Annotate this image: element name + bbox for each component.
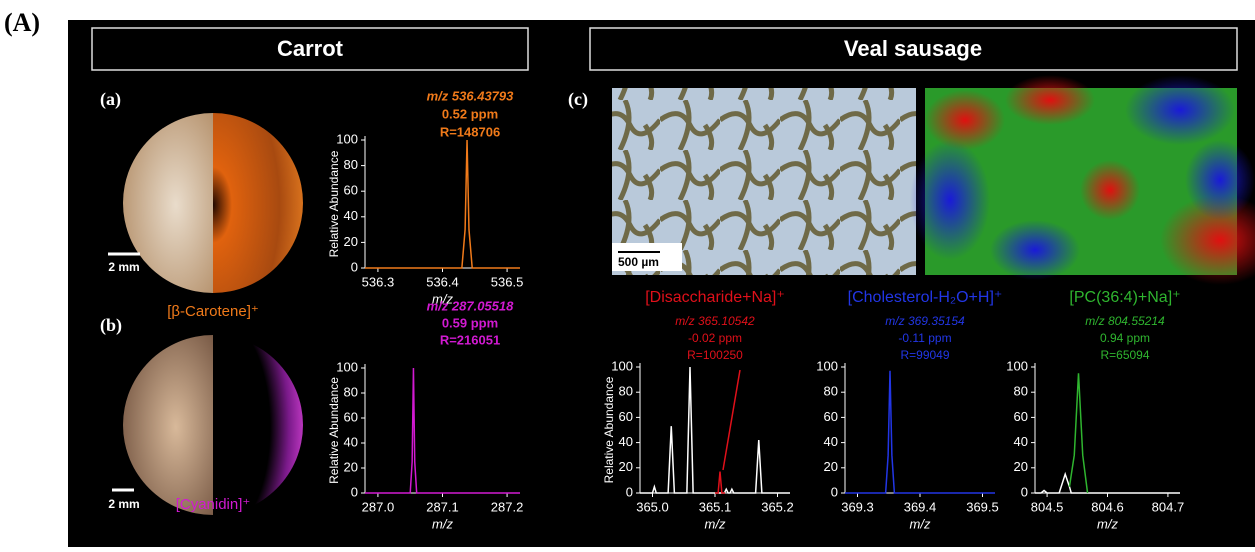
image-label: [Cyanidin]⁺: [176, 496, 251, 513]
y-tick-label: 60: [1014, 409, 1028, 424]
y-tick-label: 60: [344, 183, 358, 198]
x-tick-label: 365.1: [699, 499, 732, 514]
annotation: 0.59 ppm: [442, 315, 498, 330]
annotation: R=148706: [440, 124, 500, 139]
x-axis-label: m/z: [1097, 516, 1118, 531]
annotation: m/z 365.10542: [675, 314, 755, 328]
panel-title: Veal sausage: [844, 36, 982, 61]
y-tick-label: 80: [344, 157, 358, 172]
y-tick-label: 40: [344, 434, 358, 449]
annotation: R=216051: [440, 332, 500, 347]
x-tick-label: 536.5: [491, 274, 524, 289]
x-tick-label: 365.2: [761, 499, 794, 514]
annotation: m/z 369.35154: [885, 314, 965, 328]
x-tick-label: 804.7: [1152, 499, 1185, 514]
x-tick-label: 287.0: [362, 499, 395, 514]
y-tick-label: 100: [816, 358, 838, 373]
x-tick-label: 287.1: [426, 499, 459, 514]
x-tick-label: 369.4: [904, 499, 937, 514]
y-tick-label: 20: [619, 459, 633, 474]
annotation: m/z 804.55214: [1085, 314, 1165, 328]
y-tick-label: 20: [824, 459, 838, 474]
x-tick-label: 365.0: [636, 499, 669, 514]
annotation: R=100250: [687, 348, 743, 362]
annotation: m/z 287.05518: [427, 298, 515, 313]
y-tick-label: 100: [336, 131, 358, 146]
figure-label: (A): [4, 8, 40, 37]
x-axis-label: m/z: [705, 516, 726, 531]
annotation: R=99049: [900, 348, 949, 362]
image-label: [β-Carotene]⁺: [167, 303, 259, 320]
y-tick-label: 100: [336, 359, 358, 374]
y-tick-label: 100: [1006, 358, 1028, 373]
y-tick-label: 20: [344, 459, 358, 474]
subpanel-label: (b): [100, 315, 122, 336]
chart-title: [PC(36:4)+Na]⁺: [1069, 289, 1180, 306]
x-axis-label: m/z: [432, 516, 453, 531]
y-axis-label: Relative Abundance: [602, 376, 616, 483]
y-tick-label: 0: [1021, 484, 1028, 499]
y-tick-label: 0: [626, 484, 633, 499]
x-tick-label: 369.5: [966, 499, 999, 514]
page: {"figure_label":"(A)", "panels":[{"title…: [0, 0, 1255, 552]
y-tick-label: 40: [344, 208, 358, 223]
y-tick-label: 0: [831, 484, 838, 499]
x-tick-label: 287.2: [491, 499, 524, 514]
y-tick-label: 80: [619, 384, 633, 399]
figure: (A) Carrot Veal sausage (a) (b) (c) 2 mm…: [0, 0, 1255, 547]
annotation: -0.02 ppm: [688, 331, 742, 345]
x-tick-label: 804.6: [1091, 499, 1124, 514]
y-tick-label: 0: [351, 484, 358, 499]
y-tick-label: 80: [1014, 384, 1028, 399]
scale-label: 2 mm: [108, 497, 139, 511]
y-tick-label: 60: [344, 409, 358, 424]
annotation: -0.11 ppm: [898, 331, 951, 345]
y-tick-label: 40: [1014, 434, 1028, 449]
y-tick-label: 60: [619, 409, 633, 424]
y-tick-label: 40: [824, 434, 838, 449]
panel-title: Carrot: [277, 36, 344, 61]
y-tick-label: 100: [611, 358, 633, 373]
y-tick-label: 40: [619, 434, 633, 449]
x-tick-label: 369.3: [841, 499, 874, 514]
x-tick-label: 804.5: [1031, 499, 1064, 514]
ms-image: [910, 75, 1255, 285]
x-axis-label: m/z: [910, 516, 931, 531]
scale-label: 2 mm: [108, 260, 139, 274]
y-tick-label: 80: [344, 384, 358, 399]
annotation: 0.52 ppm: [442, 106, 498, 121]
scale-label: 500 µm: [618, 255, 659, 269]
chart-title: [Disaccharide+Na]⁺: [645, 289, 785, 306]
annotation: m/z 536.43793: [427, 88, 515, 103]
y-axis-label: Relative Abundance: [327, 377, 341, 484]
y-axis-label: Relative Abundance: [327, 150, 341, 257]
y-tick-label: 20: [1014, 459, 1028, 474]
subpanel-label: (c): [568, 89, 588, 110]
annotation: 0.94 ppm: [1100, 331, 1150, 345]
y-tick-label: 60: [824, 409, 838, 424]
x-tick-label: 536.4: [426, 274, 459, 289]
y-tick-label: 80: [824, 384, 838, 399]
x-tick-label: 536.3: [362, 274, 395, 289]
y-tick-label: 20: [344, 234, 358, 249]
annotation: R=65094: [1100, 348, 1149, 362]
chart-title: [Cholesterol-H₂O+H]⁺: [848, 289, 1003, 306]
y-tick-label: 0: [351, 259, 358, 274]
subpanel-label: (a): [100, 89, 121, 110]
